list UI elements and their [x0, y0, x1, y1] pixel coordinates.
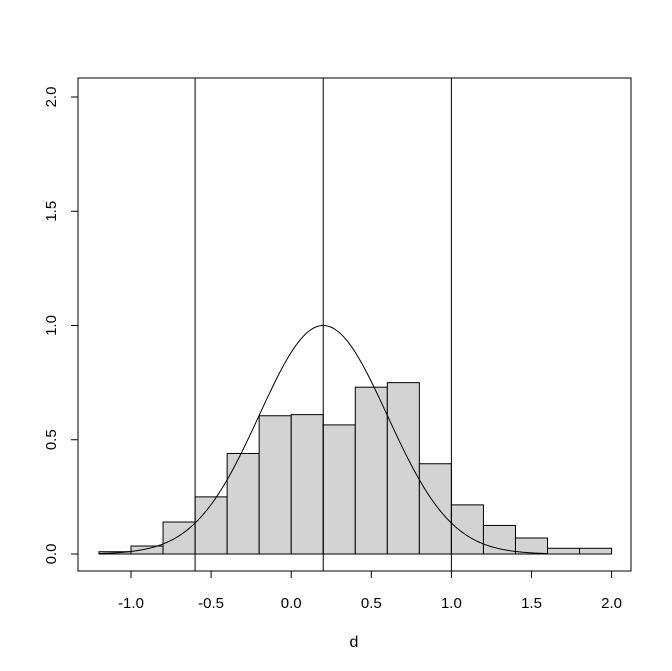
- x-tick-label: 1.5: [521, 595, 542, 612]
- histogram-bar: [226, 452, 260, 555]
- histogram-bar: [354, 386, 388, 555]
- x-tick-label: -0.5: [198, 595, 224, 612]
- histogram-bar: [547, 547, 581, 555]
- density-curve: [98, 324, 548, 554]
- histogram-bar: [322, 424, 356, 555]
- histogram-bar: [386, 382, 420, 555]
- x-tick-label: 1.0: [441, 595, 462, 612]
- y-tick-label: 1.5: [43, 201, 60, 222]
- x-tick-label: 2.0: [601, 595, 622, 612]
- x-tick-label: -1.0: [118, 595, 144, 612]
- histogram-bars: [98, 382, 613, 555]
- histogram-bar: [579, 547, 613, 555]
- y-tick-label: 0.5: [43, 429, 60, 450]
- histogram-bar: [418, 463, 452, 555]
- y-tick-label: 2.0: [43, 87, 60, 108]
- histogram-bar: [258, 415, 292, 555]
- x-tick-label: 0.0: [281, 595, 302, 612]
- x-axis-label: d: [350, 634, 359, 651]
- histogram-bar: [290, 414, 324, 555]
- y-axis: 0.0 0.5 1.0 1.5 2.0: [43, 87, 79, 565]
- x-tick-label: 0.5: [361, 595, 382, 612]
- histogram-bar: [450, 504, 484, 555]
- reference-lines: [194, 78, 452, 571]
- histogram-bar: [514, 537, 549, 555]
- x-axis: -1.0 -0.5 0.0 0.5 1.0 1.5 2.0: [118, 570, 622, 612]
- y-tick-label: 1.0: [43, 315, 60, 336]
- histogram-bar: [130, 545, 164, 555]
- histogram-bar: [482, 524, 516, 555]
- histogram-bar: [194, 496, 228, 555]
- y-tick-label: 0.0: [43, 544, 60, 565]
